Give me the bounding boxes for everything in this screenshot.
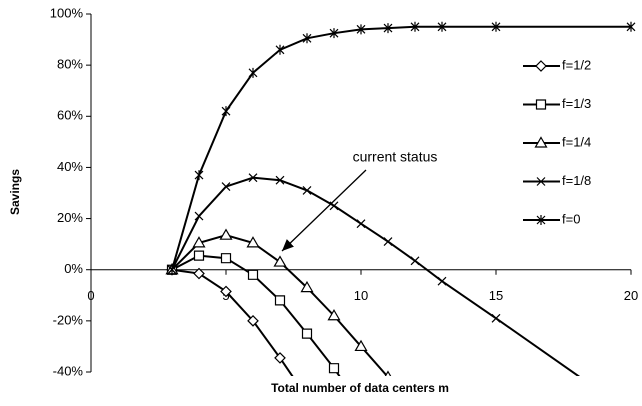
- marker: [328, 363, 340, 374]
- marker: [221, 106, 231, 117]
- marker: [273, 255, 287, 267]
- marker: [274, 352, 286, 364]
- x-tick-label: 15: [489, 288, 503, 303]
- x-tick-label: 0: [87, 288, 94, 303]
- y-tick-label: 100%: [50, 5, 84, 20]
- plot-area: [165, 21, 636, 376]
- legend-label: f=0: [562, 211, 580, 226]
- legend-marker: [536, 215, 546, 225]
- legend-marker: [534, 136, 548, 148]
- marker: [167, 264, 177, 275]
- marker: [383, 237, 393, 247]
- marker: [194, 211, 204, 221]
- marker: [626, 21, 636, 32]
- marker: [491, 313, 501, 323]
- marker: [329, 201, 339, 211]
- y-tick-label: 80%: [57, 57, 83, 72]
- marker: [246, 236, 260, 248]
- y-tick-label: 0%: [64, 261, 83, 276]
- marker: [491, 21, 501, 32]
- legend-label: f=1/3: [562, 96, 591, 111]
- legend-marker: [535, 60, 547, 72]
- y-tick-label: -40%: [53, 363, 84, 378]
- marker: [302, 186, 312, 195]
- marker: [327, 309, 341, 321]
- marker: [274, 295, 286, 306]
- marker: [302, 33, 312, 44]
- marker: [221, 182, 231, 192]
- marker: [220, 253, 232, 264]
- marker: [384, 370, 392, 376]
- y-tick-label: 20%: [57, 210, 83, 225]
- marker: [220, 285, 232, 298]
- marker: [410, 21, 420, 32]
- legend-label: f=1/4: [562, 134, 591, 149]
- marker: [247, 269, 259, 280]
- marker: [194, 170, 204, 181]
- legend-marker: [536, 177, 546, 186]
- marker: [192, 236, 206, 248]
- x-tick-label: 10: [354, 288, 368, 303]
- marker: [356, 24, 366, 35]
- annotation-arrow: [281, 169, 367, 252]
- x-tick-label: 20: [624, 288, 638, 303]
- y-tick-label: -20%: [53, 312, 84, 327]
- legend-label: f=1/2: [562, 57, 591, 72]
- marker: [301, 328, 313, 339]
- marker: [193, 267, 205, 280]
- marker: [193, 250, 205, 261]
- legend-marker: [535, 99, 547, 110]
- marker: [275, 44, 285, 55]
- marker: [437, 276, 447, 286]
- y-tick-label: 40%: [57, 159, 83, 174]
- marker: [437, 21, 447, 32]
- annotation: current status: [353, 149, 438, 165]
- marker: [356, 219, 366, 229]
- marker: [247, 315, 259, 327]
- marker: [219, 228, 233, 240]
- series-line: [171, 268, 294, 376]
- y-tick-label: 60%: [57, 108, 83, 123]
- marker: [275, 175, 285, 185]
- marker: [354, 339, 368, 352]
- marker: [248, 67, 258, 78]
- marker: [329, 28, 339, 39]
- marker: [383, 23, 393, 34]
- marker: [248, 173, 258, 183]
- marker: [410, 256, 420, 266]
- marker: [300, 280, 314, 293]
- legend-label: f=1/8: [562, 173, 591, 188]
- x-axis-title: Total number of data centers m: [271, 381, 449, 395]
- y-axis-title: Savings: [8, 169, 22, 215]
